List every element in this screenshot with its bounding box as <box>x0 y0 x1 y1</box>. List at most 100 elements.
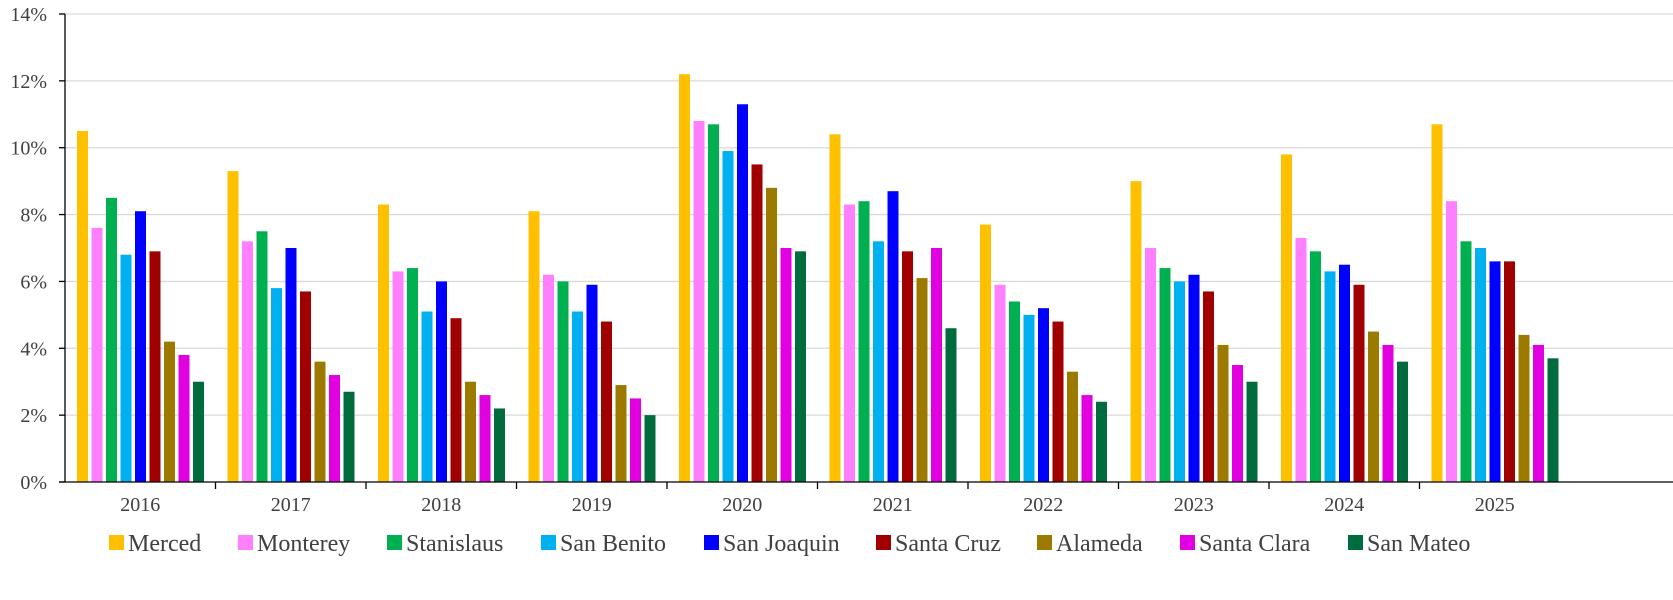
bar-santa-clara-2020 <box>780 248 792 482</box>
bar-monterey-2023 <box>1145 248 1156 482</box>
bar-stanislaus-2017 <box>256 231 268 482</box>
legend-label: Santa Cruz <box>895 531 1001 557</box>
bar-santa-clara-2024 <box>1382 344 1394 482</box>
bar-merced-2018 <box>378 204 389 483</box>
legend-swatch <box>1037 535 1052 550</box>
bar-san-mateo-2022 <box>1096 401 1107 482</box>
bar-alameda-2018 <box>465 381 476 482</box>
bar-san-joaquin-2024 <box>1339 264 1350 482</box>
bar-san-benito-2016 <box>120 254 132 482</box>
x-tick-label: 2018 <box>421 494 461 516</box>
bar-monterey-2022 <box>994 284 1006 482</box>
bar-santa-cruz-2023 <box>1203 291 1214 482</box>
y-tick-label: 0% <box>20 472 47 494</box>
bar-san-joaquin-2021 <box>887 191 899 482</box>
bar-san-benito-2021 <box>873 241 884 482</box>
bar-monterey-2017 <box>242 241 253 482</box>
bar-san-mateo-2018 <box>494 408 505 482</box>
bar-san-joaquin-2018 <box>436 281 447 482</box>
bar-san-benito-2018 <box>421 311 433 482</box>
y-tick-label: 12% <box>10 71 47 93</box>
x-tick-label: 2020 <box>722 494 762 516</box>
y-tick-label: 2% <box>20 405 47 427</box>
bar-merced-2022 <box>980 224 991 482</box>
x-tick-label: 2023 <box>1174 494 1214 516</box>
bar-monterey-2025 <box>1446 201 1457 482</box>
bar-monterey-2024 <box>1295 237 1307 482</box>
bar-monterey-2021 <box>844 204 855 483</box>
legend-swatch <box>876 535 891 550</box>
bar-san-joaquin-2016 <box>135 211 146 482</box>
legend: Merced Monterey Stanislaus San Benito San Jo… <box>109 531 1470 557</box>
bar-merced-2023 <box>1130 181 1142 482</box>
bar-santa-clara-2025 <box>1533 344 1544 482</box>
bar-merced-2019 <box>528 211 540 482</box>
bar-santa-cruz-2024 <box>1353 284 1365 482</box>
bar-merced-2016 <box>77 131 88 482</box>
legend-label: Stanislaus <box>406 531 503 557</box>
legend-swatch <box>109 535 124 550</box>
bar-san-benito-2024 <box>1324 271 1336 482</box>
bar-san-joaquin-2023 <box>1188 274 1200 482</box>
bar-san-mateo-2020 <box>795 251 806 482</box>
bar-alameda-2019 <box>615 385 627 482</box>
bar-alameda-2020 <box>766 187 777 483</box>
bar-san-benito-2020 <box>722 151 734 483</box>
y-tick-label: 4% <box>20 338 47 360</box>
bar-santa-cruz-2018 <box>450 318 462 482</box>
bar-san-mateo-2016 <box>193 381 204 482</box>
bar-santa-clara-2019 <box>630 398 641 482</box>
legend-label: Alameda <box>1056 531 1143 557</box>
x-tick-label: 2024 <box>1324 494 1364 516</box>
x-tick-label: 2022 <box>1023 494 1063 516</box>
legend-swatch <box>1348 535 1363 550</box>
y-tick-label: 14% <box>10 4 47 26</box>
bar-san-mateo-2019 <box>644 415 656 482</box>
bar-alameda-2024 <box>1368 331 1379 482</box>
legend-label: Monterey <box>257 531 350 557</box>
bar-stanislaus-2022 <box>1009 301 1020 482</box>
bar-monterey-2018 <box>392 271 404 482</box>
bar-alameda-2023 <box>1217 344 1229 482</box>
bar-san-benito-2025 <box>1475 248 1486 482</box>
legend-label: San Joaquin <box>723 531 840 557</box>
x-tick-label: 2025 <box>1475 494 1515 516</box>
legend-swatch <box>704 535 719 550</box>
bar-alameda-2021 <box>916 278 928 482</box>
y-tick-label: 8% <box>20 205 47 227</box>
bar-santa-cruz-2017 <box>300 291 311 482</box>
bar-san-mateo-2024 <box>1397 361 1408 482</box>
bar-stanislaus-2016 <box>106 197 117 482</box>
bar-alameda-2025 <box>1518 334 1530 482</box>
bar-santa-cruz-2019 <box>601 321 612 482</box>
x-tick-label: 2019 <box>572 494 612 516</box>
bar-santa-clara-2018 <box>479 395 491 482</box>
bar-santa-clara-2016 <box>178 354 190 482</box>
x-tick-label: 2021 <box>873 494 913 516</box>
x-tick-label: 2016 <box>120 494 160 516</box>
bar-san-joaquin-2025 <box>1489 261 1501 482</box>
legend-label: San Benito <box>560 531 666 557</box>
legend-label: Santa Clara <box>1199 531 1311 557</box>
bar-merced-2021 <box>829 134 841 483</box>
bar-merced-2024 <box>1281 154 1292 482</box>
legend-swatch <box>387 535 402 550</box>
legend-label: Merced <box>128 531 201 557</box>
bar-santa-cruz-2022 <box>1052 321 1064 482</box>
legend-swatch <box>238 535 253 550</box>
bar-san-mateo-2023 <box>1246 381 1258 482</box>
bar-santa-cruz-2020 <box>751 164 763 482</box>
bar-alameda-2016 <box>164 341 175 482</box>
bar-san-benito-2019 <box>572 311 583 482</box>
bar-monterey-2016 <box>91 227 103 482</box>
bar-merced-2025 <box>1431 124 1443 483</box>
bar-san-benito-2023 <box>1174 281 1185 482</box>
bar-san-joaquin-2017 <box>285 248 297 482</box>
bar-san-mateo-2017 <box>343 391 355 482</box>
bar-santa-cruz-2021 <box>902 251 913 482</box>
bar-san-joaquin-2019 <box>586 284 598 482</box>
legend-swatch <box>1180 535 1195 550</box>
bar-san-mateo-2021 <box>945 328 957 482</box>
bar-santa-clara-2023 <box>1232 365 1243 482</box>
bar-santa-clara-2022 <box>1081 395 1093 482</box>
